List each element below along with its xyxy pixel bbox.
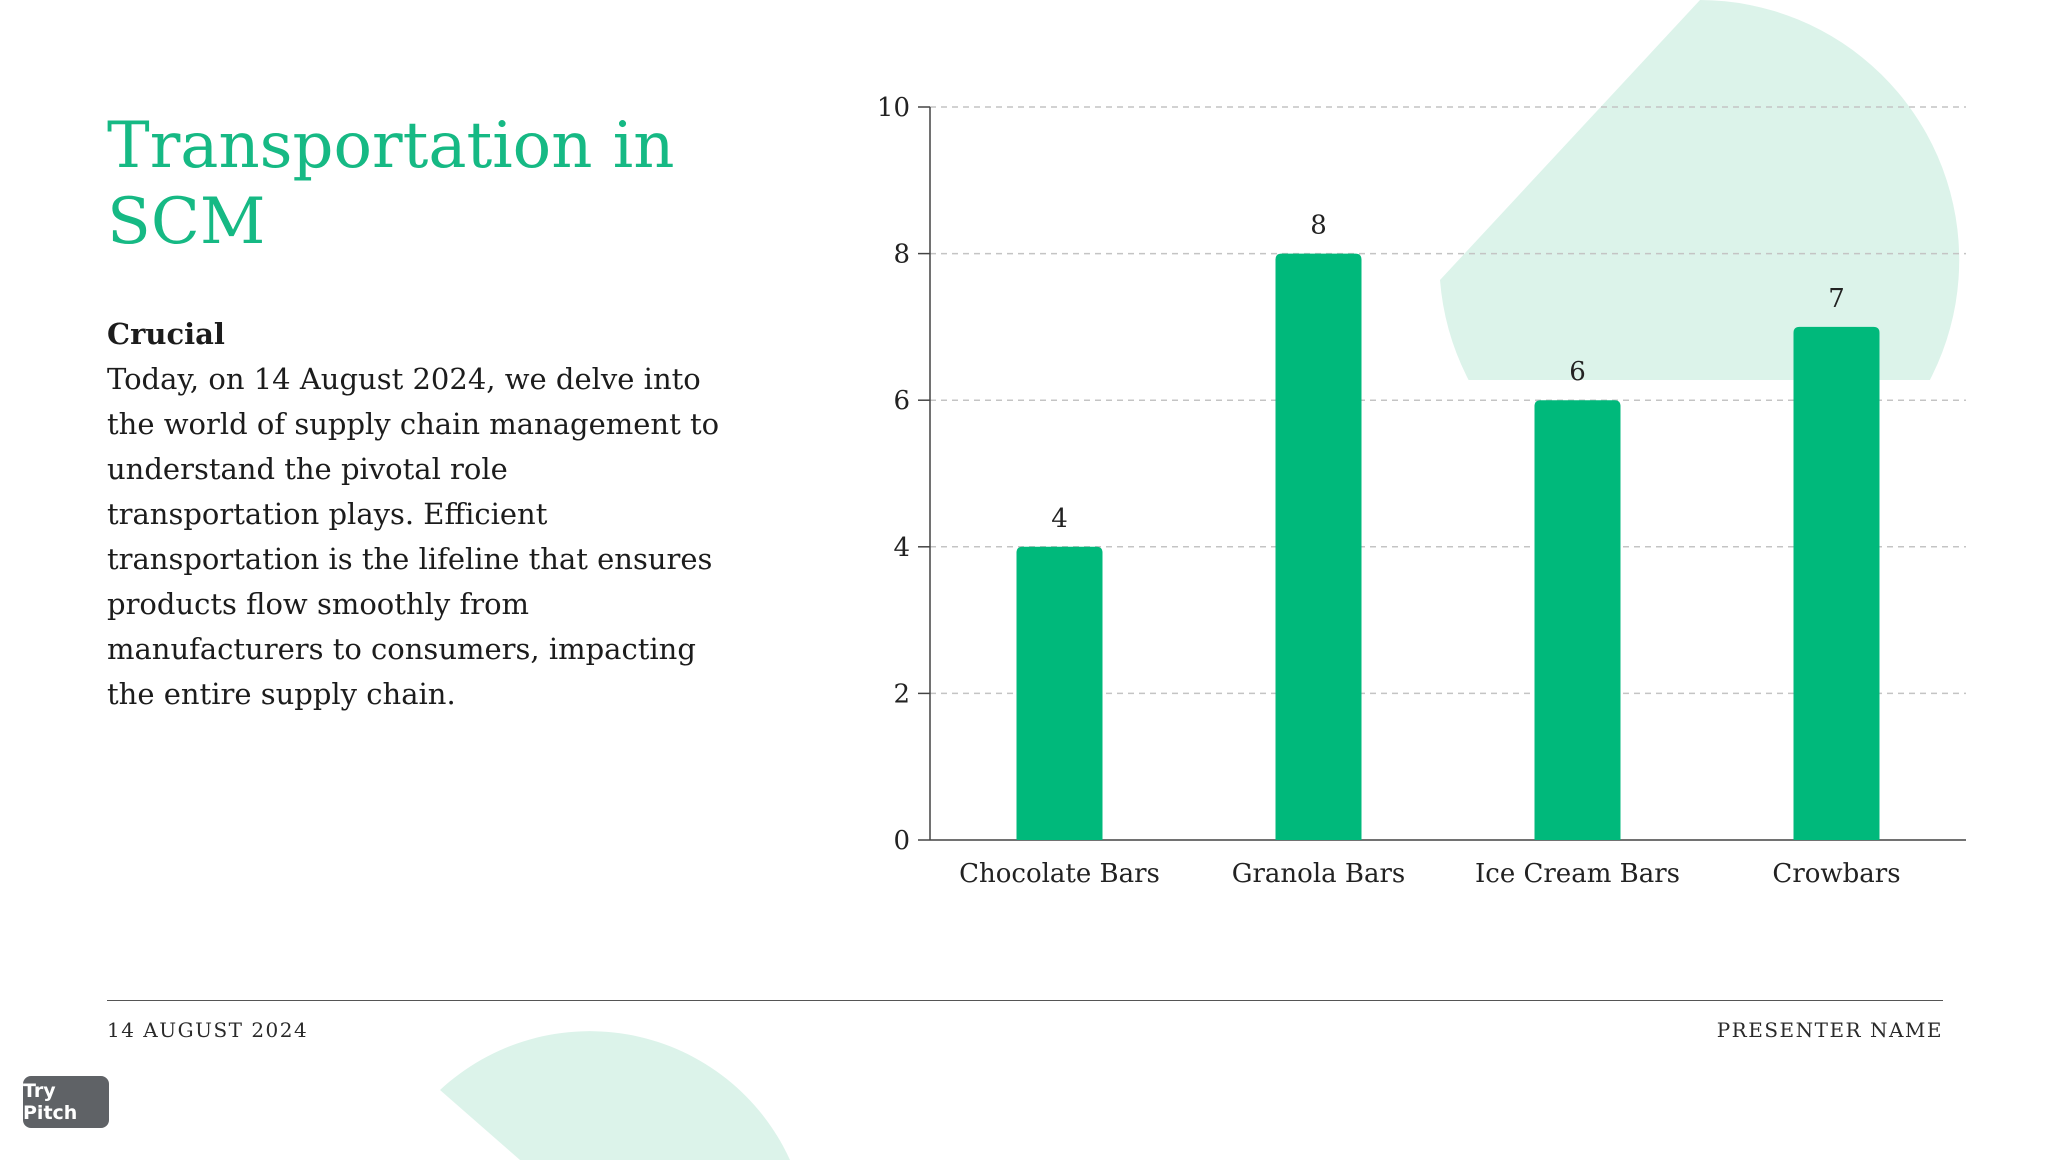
bar-chart: 0 2 4 6 8 10 4 Chocolate Bars 8 Granola Bars 6 Ice … — [877, 93, 1966, 889]
y-tick-label: 2 — [893, 679, 910, 709]
footer-date: 14 AUGUST 2024 — [107, 1018, 309, 1042]
x-category-label: Crowbars — [1772, 859, 1900, 889]
y-tick-label: 4 — [893, 533, 910, 563]
bar-value-label: 4 — [1051, 504, 1068, 534]
y-tick-label: 10 — [877, 93, 910, 123]
y-tick-label: 8 — [893, 240, 910, 270]
slide-title: Transportation in SCM — [107, 109, 675, 259]
x-category-label: Granola Bars — [1232, 859, 1406, 889]
bar — [1793, 326, 1880, 840]
y-tick-label: 0 — [893, 826, 910, 856]
body-block: Crucial Today, on 14 August 2024, we del… — [107, 312, 727, 717]
body-heading: Crucial — [107, 317, 225, 351]
try-pitch-button[interactable]: Try Pitch — [23, 1076, 109, 1128]
body-text: Today, on 14 August 2024, we delve into … — [107, 362, 720, 711]
x-category-label: Chocolate Bars — [959, 859, 1160, 889]
bar-value-label: 7 — [1828, 284, 1845, 314]
footer-presenter-name: PRESENTER NAME — [1716, 1018, 1943, 1042]
bar — [1016, 546, 1103, 840]
bar — [1275, 253, 1362, 841]
y-tick-label: 6 — [893, 386, 910, 416]
bar — [1534, 400, 1621, 840]
bar-value-label: 8 — [1310, 211, 1327, 241]
decorative-blob-bottom — [440, 1031, 790, 1160]
footer-divider — [107, 1000, 1943, 1001]
x-category-label: Ice Cream Bars — [1475, 859, 1680, 889]
bar-value-label: 6 — [1569, 357, 1586, 387]
